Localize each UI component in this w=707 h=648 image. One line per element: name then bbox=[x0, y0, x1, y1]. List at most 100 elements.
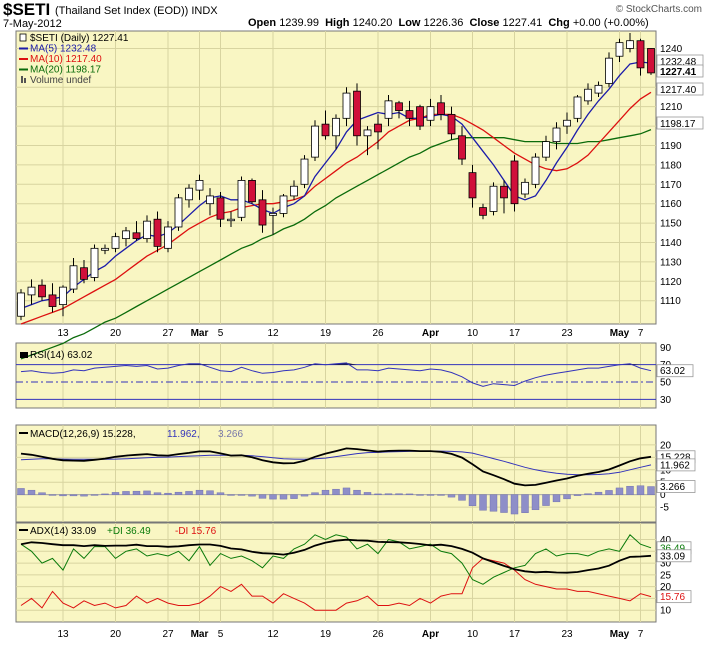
candle-body bbox=[647, 48, 655, 74]
price-tag-label: 1198.17 bbox=[660, 119, 696, 130]
candle-body bbox=[353, 90, 361, 137]
candle bbox=[143, 215, 151, 243]
candle-body bbox=[426, 106, 435, 121]
macd-hist-bar bbox=[395, 493, 403, 495]
candle bbox=[605, 52, 613, 88]
chart-description-name: (Thailand Set Index (EOD)) bbox=[55, 5, 189, 17]
macd-hist-bar bbox=[458, 494, 466, 501]
candle-body bbox=[531, 156, 540, 185]
adx-x-tick-label: Apr bbox=[422, 629, 439, 640]
candle bbox=[489, 182, 498, 216]
macd-hist-bar bbox=[48, 494, 57, 496]
macd-hist-bar bbox=[542, 494, 550, 506]
rsi-value-tag-label: 63.02 bbox=[660, 366, 685, 377]
candle bbox=[573, 95, 582, 123]
macd-legend-hist: 3.266 bbox=[218, 429, 243, 440]
candle-body bbox=[269, 212, 277, 216]
candle bbox=[227, 211, 235, 227]
candle-body bbox=[374, 123, 382, 133]
candle bbox=[468, 164, 477, 208]
adx-y-tick-label: 20 bbox=[660, 582, 672, 593]
macd-hist-bar bbox=[132, 490, 141, 495]
candle-body bbox=[479, 207, 487, 216]
price-panel-bg bbox=[15, 30, 657, 325]
macd-hist-bar bbox=[426, 494, 435, 496]
macd-hist-bar bbox=[332, 488, 340, 495]
price-y-tick-label: 1130 bbox=[660, 257, 682, 268]
candle bbox=[311, 120, 319, 162]
adx-x-tick-label: 10 bbox=[467, 629, 479, 640]
macd-hist-bar bbox=[573, 494, 582, 496]
candle-body bbox=[279, 195, 288, 214]
macd-panel-bg bbox=[15, 424, 657, 523]
macd-signal-line bbox=[20, 450, 652, 476]
rsi-legend: RSI(14) 63.02 bbox=[30, 350, 93, 361]
macd-value-tag-label: 15.228 bbox=[660, 452, 691, 463]
macd-value-tag bbox=[656, 458, 696, 472]
candle bbox=[647, 48, 655, 75]
price-y-tick-label: 1150 bbox=[660, 219, 682, 230]
price-legend-entry: MA(10) 1217.40 bbox=[30, 54, 102, 65]
price-y-tick-label: 1190 bbox=[660, 141, 682, 152]
candle bbox=[405, 100, 414, 127]
macd-hist-bar bbox=[342, 487, 351, 495]
price-y-tick-label: 1140 bbox=[660, 238, 682, 249]
candle bbox=[206, 188, 214, 216]
candle-body bbox=[90, 247, 99, 278]
candle-body bbox=[384, 100, 393, 119]
macd-hist-bar bbox=[279, 494, 288, 500]
macd-hist-bar bbox=[17, 488, 25, 495]
candle bbox=[59, 285, 67, 317]
candle bbox=[615, 38, 624, 63]
candle-body bbox=[311, 125, 319, 158]
minus-di-line bbox=[20, 557, 652, 611]
adx-value-tag bbox=[656, 590, 692, 604]
candle bbox=[479, 203, 487, 220]
macd-line bbox=[20, 447, 652, 487]
candle-body bbox=[521, 181, 529, 195]
macd-hist-bar bbox=[59, 494, 67, 497]
price-tag-box bbox=[656, 64, 704, 78]
volume-legend-icon bbox=[21, 76, 23, 83]
macd-hist-bar bbox=[636, 485, 645, 495]
candle-body bbox=[237, 180, 246, 218]
price-tag-label: 1232.48 bbox=[660, 57, 697, 68]
candle-body bbox=[185, 187, 193, 201]
candle-body bbox=[290, 185, 298, 197]
macd-hist-bar bbox=[626, 485, 634, 495]
macd-hist-bar bbox=[615, 487, 624, 495]
candle bbox=[594, 81, 603, 97]
candle bbox=[447, 106, 456, 140]
macd-y-tick-label: 0 bbox=[660, 490, 666, 501]
candle-body bbox=[332, 117, 340, 137]
macd-hist-bar bbox=[479, 494, 487, 511]
candle-body bbox=[416, 106, 424, 127]
candle bbox=[69, 258, 78, 293]
price-x-tick-label: 27 bbox=[162, 328, 174, 339]
adx-value-tag-label: 36.49 bbox=[660, 543, 685, 554]
price-legend-icon bbox=[19, 33, 27, 42]
adx-y-tick-label: 25 bbox=[660, 570, 672, 581]
macd-hist-bar bbox=[489, 494, 498, 512]
price-x-tick-label: 26 bbox=[372, 328, 384, 339]
ma5-line bbox=[20, 61, 652, 310]
price-x-tick-label: May bbox=[610, 328, 630, 339]
chart-exchange: INDX bbox=[191, 5, 218, 17]
low-label: Low bbox=[398, 17, 421, 29]
candle bbox=[38, 279, 46, 301]
macd-hist-bar bbox=[384, 493, 393, 495]
candle bbox=[374, 114, 382, 150]
candle bbox=[132, 221, 141, 241]
rsi-legend-icon bbox=[20, 352, 28, 358]
candle-body bbox=[59, 286, 67, 305]
price-y-tick-label: 1210 bbox=[660, 102, 683, 113]
candle-body bbox=[615, 42, 624, 57]
candle-body bbox=[510, 160, 519, 205]
candle-body bbox=[626, 40, 634, 49]
candle bbox=[636, 38, 645, 76]
candle bbox=[626, 32, 634, 53]
rsi-panel-bg bbox=[15, 342, 657, 409]
credit-text: © StockCharts.com bbox=[615, 4, 702, 15]
adx-y-tick-label: 10 bbox=[660, 606, 672, 617]
